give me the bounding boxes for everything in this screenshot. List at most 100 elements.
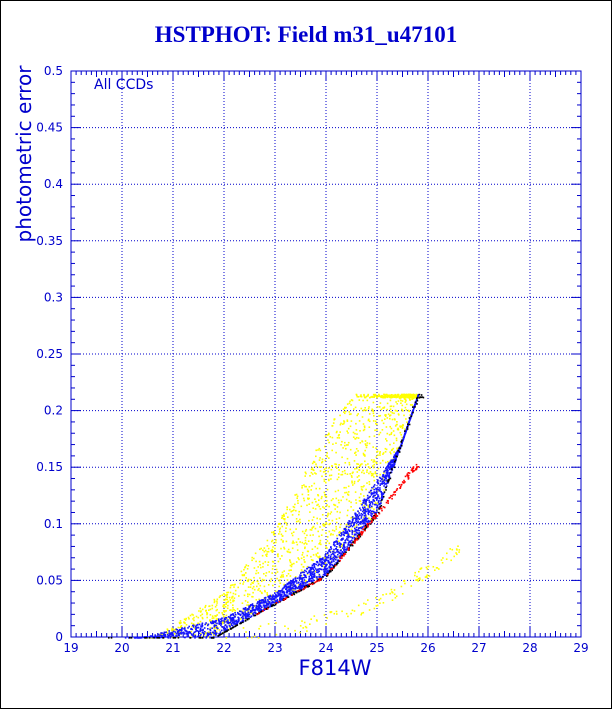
data-point [347, 615, 349, 618]
data-point [294, 576, 297, 578]
data-point [265, 604, 268, 606]
data-point [292, 578, 295, 581]
data-point [372, 420, 375, 422]
data-point [199, 627, 202, 629]
data-point [300, 584, 302, 587]
data-point [331, 425, 334, 427]
data-point [356, 539, 359, 541]
data-point [360, 533, 363, 536]
data-point [202, 629, 204, 632]
data-point [272, 550, 275, 552]
data-point [359, 395, 362, 398]
data-point [351, 537, 354, 539]
data-point [390, 494, 392, 497]
data-point [321, 475, 323, 478]
data-point [400, 425, 403, 427]
data-point [226, 591, 228, 594]
data-point [336, 560, 339, 563]
data-point [213, 617, 215, 619]
data-point [380, 483, 382, 485]
data-point [296, 590, 299, 592]
data-point [234, 625, 236, 628]
data-point [277, 592, 279, 595]
data-point [347, 534, 349, 537]
data-point [267, 595, 269, 598]
data-point [287, 573, 290, 575]
data-point [222, 626, 224, 628]
data-point [405, 431, 407, 433]
data-point [347, 528, 350, 531]
data-point [339, 546, 342, 548]
data-point [183, 627, 186, 629]
data-point [312, 469, 314, 471]
data-point [355, 526, 358, 529]
data-point [318, 535, 320, 538]
data-point [231, 619, 234, 621]
data-point [226, 626, 228, 629]
data-point [337, 553, 339, 556]
data-point [331, 436, 334, 439]
data-point [398, 396, 401, 399]
data-point [415, 467, 418, 469]
data-point [246, 618, 249, 621]
data-point [316, 517, 318, 520]
data-point [324, 568, 326, 571]
data-point [160, 632, 162, 634]
data-point [382, 452, 385, 454]
data-point [363, 393, 365, 396]
data-point [316, 522, 318, 524]
data-point [243, 568, 245, 571]
data-point [335, 521, 338, 524]
data-point [373, 484, 376, 486]
data-point [387, 482, 389, 484]
data-point [274, 581, 276, 583]
data-point [303, 532, 306, 535]
data-point [368, 491, 371, 494]
data-point [416, 396, 419, 399]
data-point [209, 631, 212, 634]
data-point [371, 505, 373, 508]
data-point [373, 508, 375, 510]
data-point [356, 471, 359, 473]
data-point [349, 530, 351, 532]
data-point [386, 402, 389, 405]
data-point [343, 544, 345, 546]
data-point [410, 469, 413, 472]
data-point [297, 499, 299, 502]
data-point [260, 547, 262, 550]
data-point [310, 489, 312, 491]
data-point [274, 593, 277, 596]
data-point [363, 499, 366, 501]
data-point [326, 575, 328, 577]
data-point [239, 614, 242, 616]
data-point [300, 574, 302, 577]
data-point [387, 465, 390, 468]
data-point [245, 572, 247, 574]
data-point [174, 628, 176, 631]
data-point [364, 396, 367, 399]
data-point [347, 523, 350, 526]
data-point [247, 611, 250, 614]
data-point [220, 620, 222, 623]
data-point [178, 634, 180, 637]
data-point [294, 629, 296, 632]
data-point [354, 526, 356, 528]
data-point [326, 567, 328, 570]
data-point [192, 618, 194, 620]
data-point [242, 612, 245, 614]
data-point [338, 542, 341, 544]
data-point [435, 567, 438, 569]
data-point [356, 514, 359, 516]
data-point [316, 576, 318, 578]
data-point [157, 633, 160, 636]
data-point [368, 406, 370, 408]
data-point [365, 395, 368, 398]
data-point [350, 474, 353, 477]
data-point [322, 506, 324, 508]
data-point [401, 439, 403, 442]
data-point [358, 532, 361, 534]
data-point [229, 619, 231, 621]
data-point [343, 553, 346, 555]
data-point [412, 411, 414, 414]
data-point [299, 583, 302, 586]
